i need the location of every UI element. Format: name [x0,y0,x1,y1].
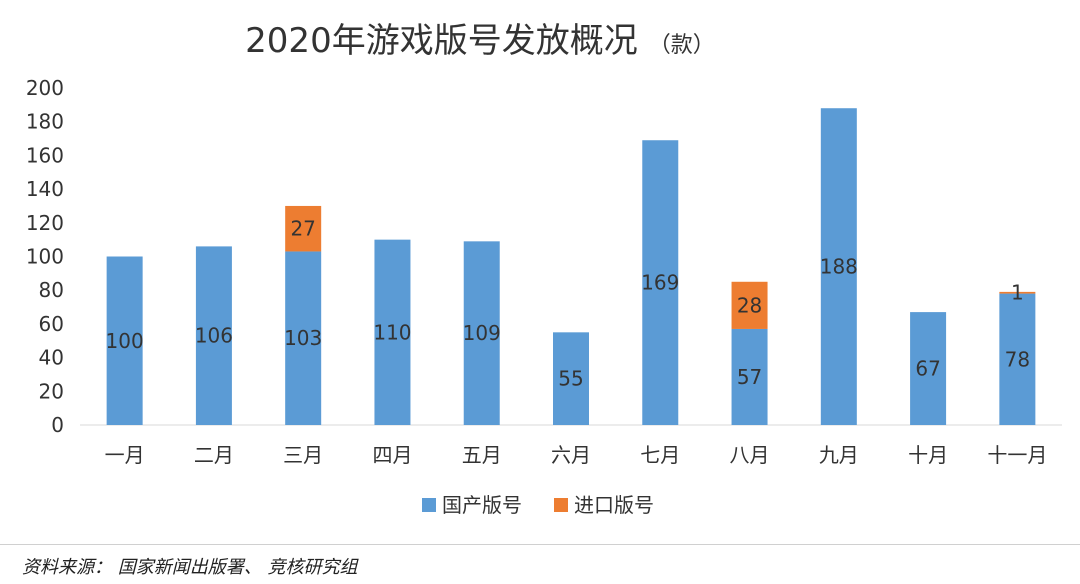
source-note: 资料来源： 国家新闻出版署、 竞核研究组 [22,557,358,578]
x-tick-label: 四月 [372,443,412,467]
y-axis: 0 20 40 60 80 100 120 140 160 180 200 [26,76,64,437]
domestic-bar [910,312,947,425]
domestic-bar [999,293,1036,425]
y-tick-label: 140 [26,177,64,201]
x-tick-label: 七月 [640,443,680,467]
domestic-bar [195,246,232,425]
domestic-bar [642,140,679,426]
data-label: 27 [290,217,315,241]
x-axis: 一月 二月 三月 四月 五月 六月 七月 八月 九月 十月 十一月 [105,443,1048,467]
domestic-bar [374,239,411,425]
data-label: 55 [558,367,583,391]
data-label: 106 [195,324,233,348]
data-label: 67 [915,357,940,381]
bars [106,108,1036,426]
data-label: 169 [641,271,679,295]
x-tick-label: 八月 [730,443,770,467]
data-labels: 100 106 103 27 110 109 55 169 57 28 188 67 78 1 [106,217,1031,391]
imported-bar [285,205,322,252]
y-tick-label: 200 [26,76,64,100]
x-tick-label: 三月 [283,443,323,467]
data-label: 109 [463,321,501,345]
data-label: 188 [820,255,858,279]
domestic-bar [731,328,768,425]
legend: 国产版号 进口版号 [422,493,654,517]
x-tick-label: 六月 [551,443,591,467]
y-tick-label: 160 [26,143,64,167]
chart: 2020年游戏版号发放概况 （款） 0 20 40 60 80 100 120 140 160 1… [26,21,1062,517]
legend-swatch [554,498,568,512]
y-tick-label: 20 [39,379,64,403]
imported-bar [731,281,768,329]
y-tick-label: 100 [26,245,64,269]
data-label: 1 [1011,281,1024,305]
source-divider [0,544,1080,545]
domestic-bar [820,108,857,425]
y-tick-label: 80 [39,278,64,302]
x-tick-label: 二月 [194,443,234,467]
y-tick-label: 120 [26,211,64,235]
y-tick-label: 0 [51,413,64,437]
x-tick-label: 一月 [105,443,145,467]
y-tick-label: 40 [39,346,64,370]
x-tick-label: 十一月 [987,443,1047,467]
legend-label: 国产版号 [442,493,522,517]
domestic-bar [285,251,322,425]
data-label: 100 [106,329,144,353]
data-label: 103 [284,326,322,350]
y-tick-label: 180 [26,110,64,134]
legend-swatch [422,498,436,512]
data-label: 28 [737,293,762,317]
data-label: 78 [1005,347,1030,371]
legend-label: 进口版号 [574,493,654,517]
y-tick-label: 60 [39,312,64,336]
chart-title: 2020年游戏版号发放概况 （款） [245,21,715,61]
domestic-bar [463,241,500,425]
domestic-bar [106,256,143,425]
domestic-bar [553,332,589,425]
data-label: 57 [737,365,762,389]
x-tick-label: 九月 [819,443,859,467]
imported-bar [999,291,1036,294]
x-tick-label: 五月 [462,443,502,467]
data-label: 110 [373,320,411,344]
x-tick-label: 十月 [908,443,948,467]
